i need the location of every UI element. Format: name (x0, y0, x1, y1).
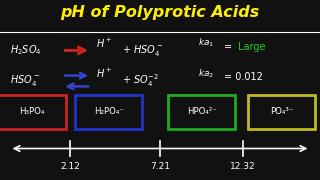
Text: $H^+$: $H^+$ (96, 67, 112, 80)
Text: 7.21: 7.21 (150, 162, 170, 171)
FancyBboxPatch shape (248, 94, 315, 129)
Text: H₂PO₄⁻: H₂PO₄⁻ (94, 107, 124, 116)
FancyBboxPatch shape (0, 94, 66, 129)
Text: = 0.012: = 0.012 (224, 72, 263, 82)
Text: 2.12: 2.12 (60, 162, 80, 171)
Text: $+\ SO_4^{-2}$: $+\ SO_4^{-2}$ (122, 73, 159, 89)
FancyBboxPatch shape (168, 94, 235, 129)
Text: Large: Large (238, 42, 266, 52)
Text: $+\ HSO_4^-$: $+\ HSO_4^-$ (122, 43, 163, 58)
Text: HPO₄²⁻: HPO₄²⁻ (187, 107, 217, 116)
Text: $HSO_4^-$: $HSO_4^-$ (10, 73, 40, 89)
Text: =: = (224, 42, 235, 52)
Text: H₃PO₄: H₃PO₄ (19, 107, 45, 116)
Text: 12.32: 12.32 (230, 162, 256, 171)
Text: $H_2SO_4$: $H_2SO_4$ (10, 44, 41, 57)
Text: $ka_1$: $ka_1$ (198, 37, 215, 50)
Text: $ka_2$: $ka_2$ (198, 68, 214, 80)
Text: $H^+$: $H^+$ (96, 37, 112, 50)
Text: pH of Polyprotic Acids: pH of Polyprotic Acids (60, 5, 260, 20)
FancyBboxPatch shape (75, 94, 142, 129)
Text: PO₄³⁻: PO₄³⁻ (270, 107, 293, 116)
